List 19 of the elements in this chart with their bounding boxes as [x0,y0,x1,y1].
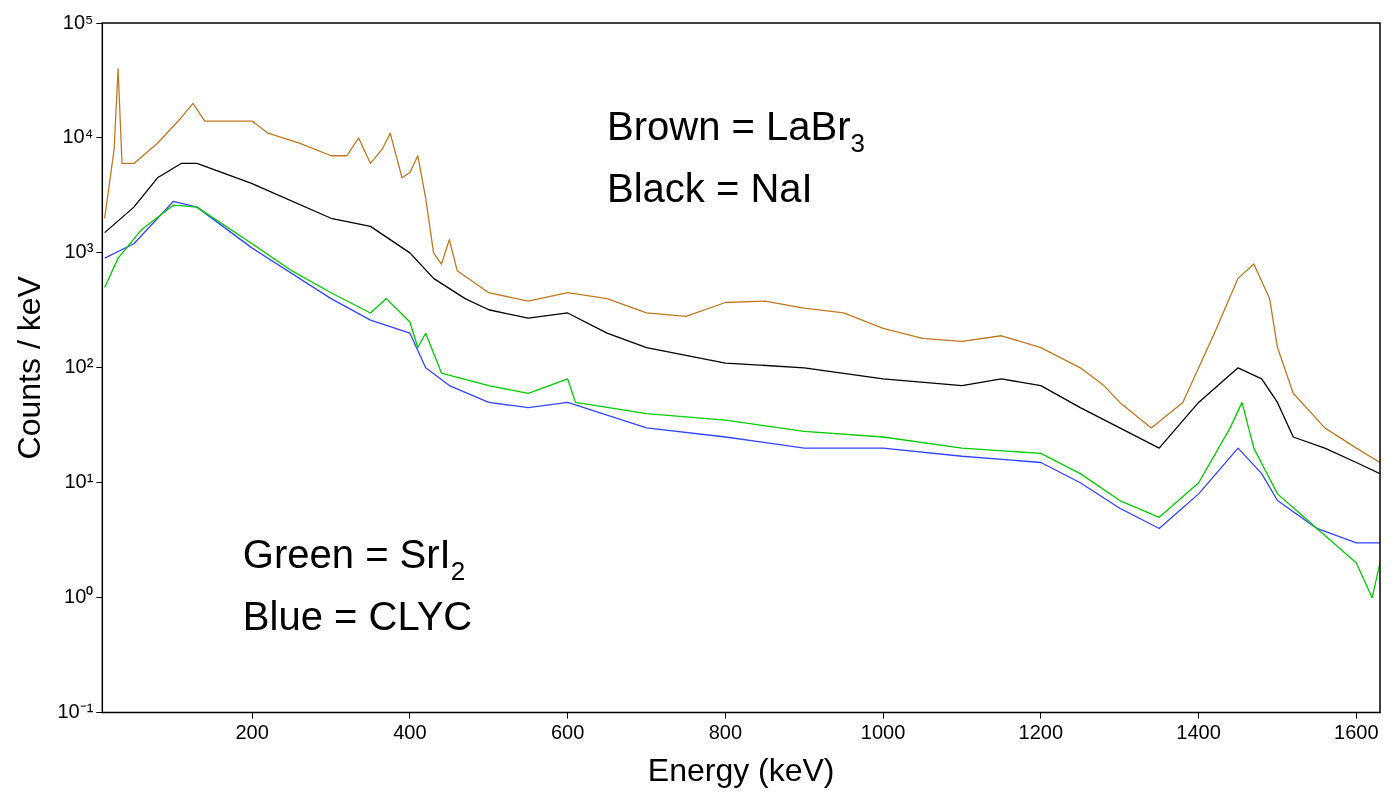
x-tick-label: 800 [708,721,743,744]
x-tick-label: 1200 [1018,721,1064,744]
y-tick-label: 10⁴ [62,125,94,148]
y-axis-title: Counts / keV [11,275,48,460]
x-tick-label: 200 [235,721,269,744]
y-tick-label: 10⁵ [62,10,94,33]
annotation: Black = NaI [607,166,813,211]
x-tick-label: 1400 [1176,721,1221,744]
x-axis-title: Energy (keV) [647,751,835,788]
annotation: Blue = CLYC [242,593,473,638]
x-tick-label: 1600 [1334,721,1379,744]
y-tick-label: 10³ [64,240,94,263]
x-tick-label: 400 [393,721,427,744]
y-tick-label: 10⁻¹ [57,700,94,723]
y-tick-label: 10¹ [64,470,94,493]
y-tick-label: 10⁰ [64,585,94,608]
y-tick-label: 10² [64,355,94,378]
x-tick-label: 600 [550,721,585,744]
x-tick-label: 1000 [860,721,906,744]
